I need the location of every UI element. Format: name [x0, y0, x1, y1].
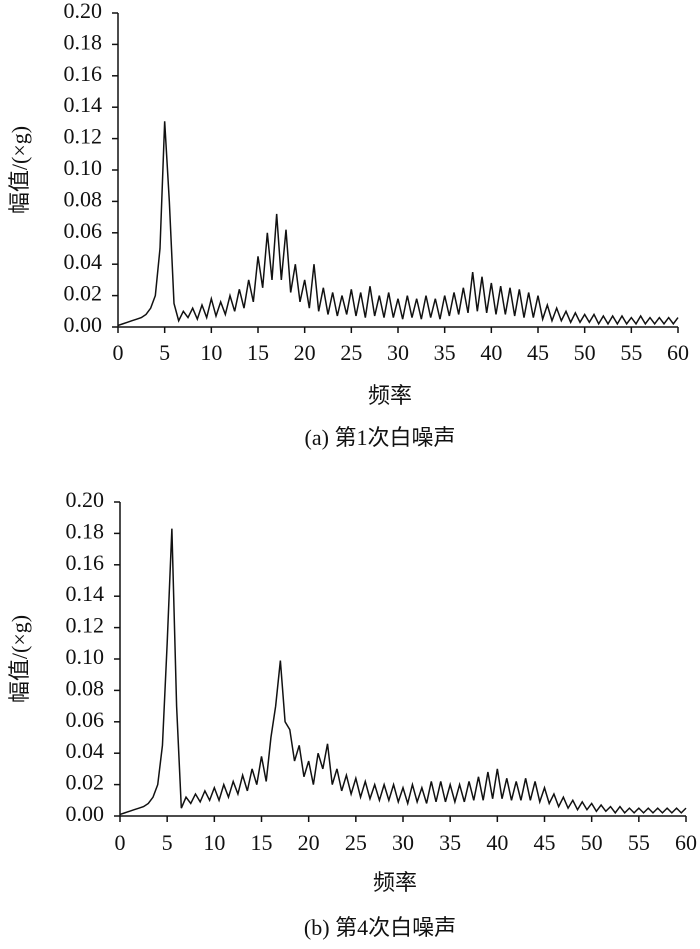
spectrum-line — [119, 528, 687, 816]
x-tick-label: 5 — [162, 830, 173, 855]
x-axis-label: 频率 — [373, 870, 417, 895]
caption: (a) 第1次白噪声 — [305, 425, 456, 450]
x-tick-label: 25 — [345, 830, 367, 855]
x-tick-label: 30 — [387, 340, 409, 365]
x-tick-label: 35 — [439, 830, 461, 855]
x-tick-label: 20 — [294, 340, 316, 365]
y-tick-label: 0.12 — [66, 613, 105, 638]
x-tick-label: 0 — [115, 830, 126, 855]
x-tick-label: 60 — [667, 340, 689, 365]
y-tick-label: 0.14 — [64, 92, 103, 117]
y-tick-label: 0.18 — [64, 29, 103, 54]
x-tick-label: 45 — [534, 830, 556, 855]
x-tick-label: 55 — [620, 340, 642, 365]
y-tick-label: 0.14 — [66, 581, 105, 606]
y-tick-label: 0.20 — [64, 0, 103, 23]
y-tick-label: 0.08 — [66, 675, 105, 700]
x-tick-label: 15 — [247, 340, 269, 365]
x-tick-label: 5 — [159, 340, 170, 365]
x-tick-label: 45 — [527, 340, 549, 365]
y-tick-label: 0.12 — [64, 124, 103, 149]
x-tick-label: 0 — [113, 340, 124, 365]
y-axis-label: 幅值/(×g) — [7, 126, 32, 214]
x-tick-label: 40 — [486, 830, 508, 855]
y-tick-label: 0.10 — [66, 644, 105, 669]
x-tick-label: 25 — [340, 340, 362, 365]
x-tick-label: 30 — [392, 830, 414, 855]
y-tick-label: 0.02 — [66, 770, 105, 795]
y-tick-label: 0.20 — [66, 487, 105, 512]
y-tick-label: 0.18 — [66, 518, 105, 543]
x-tick-label: 55 — [628, 830, 650, 855]
x-tick-label: 15 — [251, 830, 273, 855]
y-tick-label: 0.02 — [64, 281, 103, 306]
x-tick-label: 50 — [581, 830, 603, 855]
x-tick-label: 50 — [574, 340, 596, 365]
x-tick-label: 20 — [298, 830, 320, 855]
x-tick-label: 40 — [480, 340, 502, 365]
spectrum-line — [117, 121, 679, 327]
x-axis-label: 频率 — [368, 383, 412, 408]
x-tick-label: 60 — [675, 830, 697, 855]
y-tick-label: 0.10 — [64, 155, 103, 180]
y-tick-label: 0.04 — [64, 249, 103, 274]
x-tick-label: 10 — [200, 340, 222, 365]
y-tick-label: 0.06 — [66, 707, 105, 732]
y-tick-label: 0.08 — [64, 186, 103, 211]
y-axis-label: 幅值/(×g) — [7, 615, 32, 703]
y-tick-label: 0.16 — [66, 550, 105, 575]
y-tick-label: 0.00 — [64, 312, 103, 337]
x-tick-label: 35 — [434, 340, 456, 365]
y-tick-label: 0.16 — [64, 61, 103, 86]
y-tick-label: 0.00 — [66, 801, 105, 826]
y-tick-label: 0.06 — [64, 218, 103, 243]
y-tick-label: 0.04 — [66, 738, 105, 763]
caption: (b) 第4次白噪声 — [304, 915, 456, 940]
x-tick-label: 10 — [203, 830, 225, 855]
